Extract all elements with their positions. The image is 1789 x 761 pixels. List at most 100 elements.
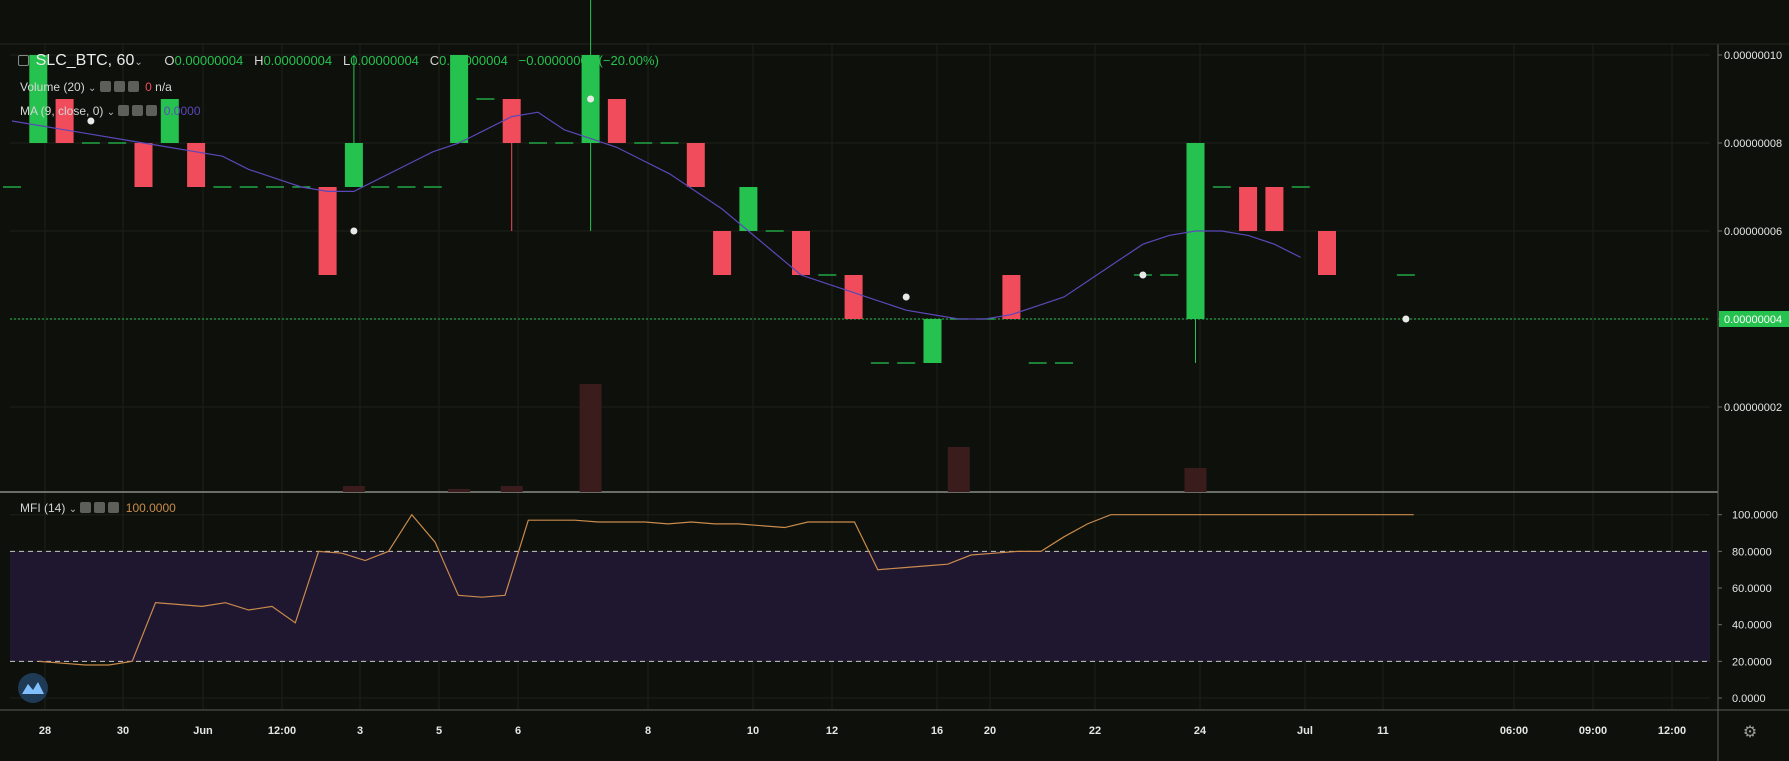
close-label: C [429,53,440,68]
candle-body [713,231,732,275]
x-tick-label: 24 [1194,725,1207,737]
candle-body [792,231,810,275]
low-label: L [342,53,351,68]
candle-body [134,143,153,187]
collapse-icon[interactable] [18,55,29,66]
chevron-down-icon[interactable]: ⌄ [88,83,97,94]
x-tick-label: 6 [515,725,521,737]
x-tick-label: 12:00 [268,725,296,737]
event-marker [87,117,95,125]
mfi-band [10,551,1710,662]
candle-body [1002,275,1021,319]
x-tick-label: 10 [747,725,759,737]
mfi-tick-label: 80.0000 [1732,546,1772,558]
x-tick-label: 20 [984,725,996,737]
mfi-tick-label: 40.0000 [1732,620,1772,632]
x-tick-label: 06:00 [1500,725,1528,737]
x-tick-label: Jul [1297,725,1313,737]
candle-body [844,275,863,319]
volume-bar [947,447,970,492]
candle-body [923,319,942,363]
event-marker [587,95,595,103]
ma-label[interactable]: MA (9, close, 0) [20,104,104,118]
volume-bar [448,489,471,492]
event-marker [1402,315,1410,323]
close-icon[interactable] [146,105,158,116]
candle-body [1239,187,1258,231]
volume-na: n/a [155,80,172,94]
x-tick-label: 3 [357,725,363,737]
x-tick-label: 5 [436,725,442,737]
volume-bar [500,486,523,492]
volume-bar [579,384,602,492]
candle-body [160,99,179,143]
close-value: 0.00000004 [439,53,508,68]
volume-bar [342,486,365,492]
logo-icon [18,673,48,703]
ma-line [11,111,1301,320]
candle-body [686,143,705,187]
logo-mark [22,682,44,694]
x-tick-label: 09:00 [1579,725,1607,737]
x-tick-label: 12 [826,725,838,737]
gear-icon[interactable] [80,502,92,513]
candle-body [1265,187,1284,231]
mfi-tick-label: 20.0000 [1732,656,1772,668]
x-tick-label: 11 [1377,725,1389,737]
mfi-tick-label: 60.0000 [1732,583,1772,595]
mfi-line [38,513,1414,666]
candle-body [318,187,337,275]
chevron-down-icon[interactable]: ⌄ [68,504,78,515]
gear-icon[interactable] [99,81,111,92]
volume-label[interactable]: Volume (20) [20,80,85,94]
candle-body [739,187,758,231]
x-tick-label: Jun [193,725,213,737]
mfi-legend: MFI (14) ⌄ 100.0000 [20,501,176,515]
last-price-label: 0.00000004 [1724,314,1782,326]
volume-value: 0 [145,80,152,94]
mfi-label[interactable]: MFI (14) [20,501,66,515]
settings-icon[interactable] [113,81,125,92]
price-tick-label: 0.00000010 [1724,50,1782,62]
price-tick-label: 0.00000008 [1724,138,1782,150]
mfi-tick-label: 100.0000 [1732,510,1778,522]
candle-body [344,143,363,187]
event-marker [350,227,358,235]
high-label: H [254,53,264,68]
settings-icon[interactable] [132,105,144,116]
chevron-down-icon[interactable]: ⌄ [106,107,116,118]
candle-body [1318,231,1336,275]
settings-icon[interactable] [94,502,106,513]
open-value: 0.00000004 [174,53,244,68]
chevron-down-icon[interactable]: ⌄ [134,57,143,68]
candle-body [607,99,626,143]
symbol-legend: SLC_BTC, 60⌄ O0.00000004 H0.00000004 L0.… [18,52,659,70]
ma-legend: MA (9, close, 0) ⌄ 0.0000 [20,104,201,118]
open-label: O [164,53,175,68]
candle-body [450,55,469,143]
x-tick-label: 12:00 [1658,725,1686,737]
volume-legend: Volume (20) ⌄ 0 n/a [20,80,172,94]
candle-body [29,55,48,143]
x-tick-label: 8 [645,725,651,737]
volume-bar [1184,468,1207,492]
mfi-tick-label: 0.0000 [1732,693,1766,705]
close-icon[interactable] [108,502,120,513]
x-tick-label: 30 [117,725,129,737]
last-price-tag [1719,311,1789,327]
candle-body [55,99,74,143]
candle-body [502,99,521,143]
x-tick-label: 16 [931,725,943,737]
price-tick-label: 0.00000006 [1724,226,1782,238]
price-tick-label: 0.00000002 [1724,402,1782,414]
symbol-label[interactable]: SLC_BTC, 60 [35,52,135,69]
x-tick-label: 22 [1089,725,1101,737]
gear-icon[interactable] [118,105,130,116]
gear-icon[interactable]: ⚙ [1743,722,1757,741]
candle-body [187,143,206,187]
ma-value: 0.0000 [163,104,201,118]
close-icon[interactable] [127,81,139,92]
low-value: 0.00000004 [350,53,419,68]
high-value: 0.00000004 [263,53,333,68]
